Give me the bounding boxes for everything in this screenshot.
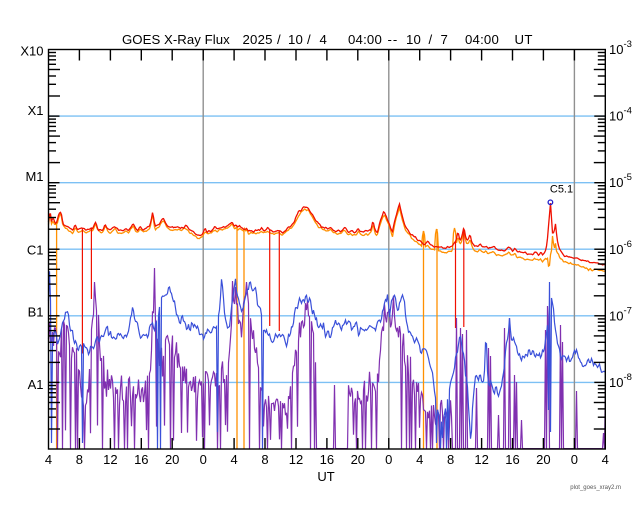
svg-text:8: 8: [447, 452, 454, 467]
svg-text:04:00: 04:00: [465, 32, 499, 47]
svg-text:/: /: [429, 32, 433, 47]
svg-text:GOES X-Ray Flux: GOES X-Ray Flux: [122, 32, 230, 47]
svg-text:0: 0: [385, 452, 392, 467]
svg-text:0: 0: [571, 452, 578, 467]
svg-text:04:00: 04:00: [348, 32, 382, 47]
svg-text:8: 8: [76, 452, 83, 467]
svg-text:UT: UT: [317, 469, 334, 484]
svg-text:16: 16: [320, 452, 334, 467]
svg-text:B1: B1: [28, 305, 44, 320]
svg-text:20: 20: [165, 452, 179, 467]
svg-text:7: 7: [441, 32, 448, 47]
svg-text:/: /: [307, 32, 311, 47]
svg-text:M1: M1: [25, 169, 43, 184]
svg-text:0: 0: [200, 452, 207, 467]
svg-text:4: 4: [416, 452, 423, 467]
svg-text:4: 4: [602, 452, 609, 467]
svg-text:20: 20: [351, 452, 365, 467]
svg-text:16: 16: [505, 452, 519, 467]
svg-text:12: 12: [289, 452, 303, 467]
svg-text:4: 4: [320, 32, 327, 47]
svg-text:2025: 2025: [243, 32, 273, 47]
svg-text:12: 12: [474, 452, 488, 467]
svg-text:C1: C1: [27, 243, 44, 258]
svg-text:UT: UT: [515, 32, 533, 47]
svg-text:8: 8: [261, 452, 268, 467]
svg-text:A1: A1: [28, 377, 44, 392]
svg-text:10: 10: [288, 32, 303, 47]
svg-text:4: 4: [45, 452, 52, 467]
svg-text:16: 16: [134, 452, 148, 467]
svg-text:12: 12: [103, 452, 117, 467]
svg-text:X10: X10: [20, 44, 43, 59]
svg-text:/: /: [277, 32, 281, 47]
svg-text:20: 20: [536, 452, 550, 467]
svg-text:10: 10: [406, 32, 421, 47]
svg-text:X1: X1: [28, 103, 44, 118]
svg-text:plot_goes_xray2.m: plot_goes_xray2.m: [570, 485, 621, 491]
svg-text:4: 4: [230, 452, 237, 467]
svg-text:--: --: [388, 32, 399, 47]
svg-text:C5.1: C5.1: [550, 184, 573, 196]
